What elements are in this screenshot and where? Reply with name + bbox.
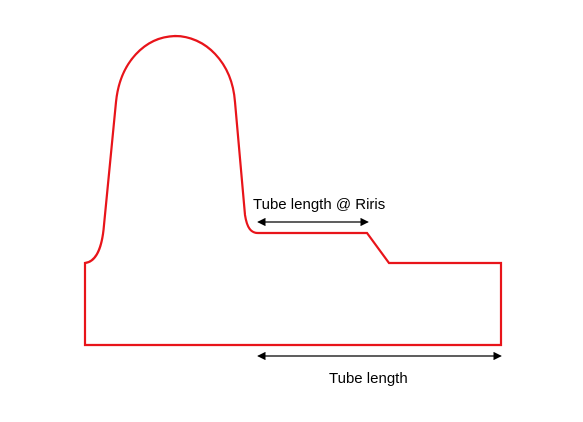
profile-outline — [83, 34, 503, 347]
tube-length-iris-label: Tube length @ Riris — [253, 196, 386, 213]
tube-length-label: Tube length — [329, 370, 408, 387]
